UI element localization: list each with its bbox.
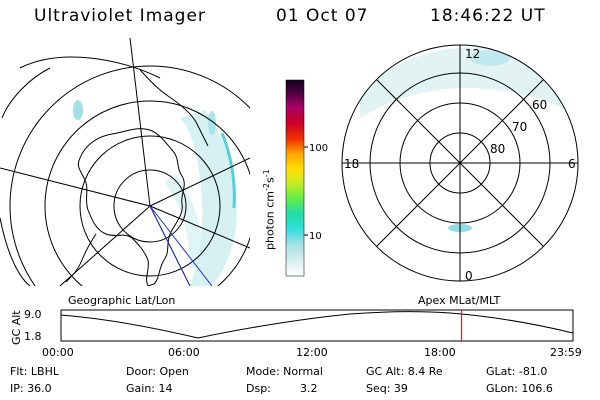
time-tick-1800: 18:00	[424, 346, 456, 359]
altitude-axis-label: GC Alt	[10, 310, 23, 345]
mlt-label-18: 18	[344, 157, 359, 171]
geo-outer-arcs	[0, 56, 161, 286]
mlt-label-12: 12	[465, 47, 480, 61]
apex-label: Apex MLat/MLT	[418, 294, 501, 307]
door-info: Door: Open	[126, 365, 189, 378]
magnetic-reference-lines	[149, 205, 213, 286]
altitude-plot-frame	[60, 309, 574, 342]
mlt-label-6: 6	[568, 157, 576, 171]
lat-label-60: 60	[532, 98, 547, 112]
instrument-title: Ultraviolet Imager	[34, 6, 206, 26]
ip-info: IP: 36.0	[10, 382, 52, 395]
mode-info: Mode: Normal	[246, 365, 323, 378]
gain-info: Gain: 14	[126, 382, 173, 395]
colorbar-unit-label: photon cm-2s-1	[262, 169, 277, 250]
time-tick-0000: 00:00	[42, 346, 74, 359]
colorbar-tick-10: 10	[309, 231, 322, 242]
glat-info: GLat: -81.0	[486, 365, 548, 378]
observation-time: 18:46:22 UT	[430, 6, 546, 26]
time-tick-2359: 23:59	[550, 346, 582, 359]
glon-info: GLon: 106.6	[486, 382, 553, 395]
altitude-tick-high: 9.0	[24, 308, 42, 321]
lat-label-70: 70	[512, 120, 527, 134]
geographic-map	[0, 38, 250, 286]
antarctica-coastline	[77, 128, 185, 286]
time-tick-0600: 06:00	[168, 346, 200, 359]
seq-info: Seq: 39	[366, 382, 408, 395]
mlt-label-0: 0	[465, 269, 473, 283]
geographic-label: Geographic Lat/Lon	[68, 294, 176, 307]
lat-label-80: 80	[490, 142, 505, 156]
gc-alt-info: GC Alt: 8.4 Re	[366, 365, 443, 378]
mlt-meridian-lines	[342, 45, 578, 281]
altitude-tick-low: 1.8	[24, 330, 42, 343]
filter-info: Flt: LBHL	[10, 365, 59, 378]
intensity-colorbar: 100 10	[285, 79, 328, 277]
aurora-emission-geo	[73, 100, 237, 286]
altitude-curve	[60, 311, 574, 339]
geo-latitude-circles	[9, 65, 250, 286]
south-america-coastline	[139, 69, 209, 147]
observation-date: 01 Oct 07	[276, 6, 369, 26]
altitude-plot: GC Alt 9.0 1.8	[10, 308, 574, 345]
time-tick-1200: 12:00	[296, 346, 328, 359]
mlt-polar-map: 12 0 18 6 60 70 80	[341, 44, 579, 283]
dsp-label: Dsp:	[246, 382, 271, 395]
colorbar-tick-100: 100	[309, 143, 328, 154]
dsp-value: 3.2	[300, 382, 318, 395]
